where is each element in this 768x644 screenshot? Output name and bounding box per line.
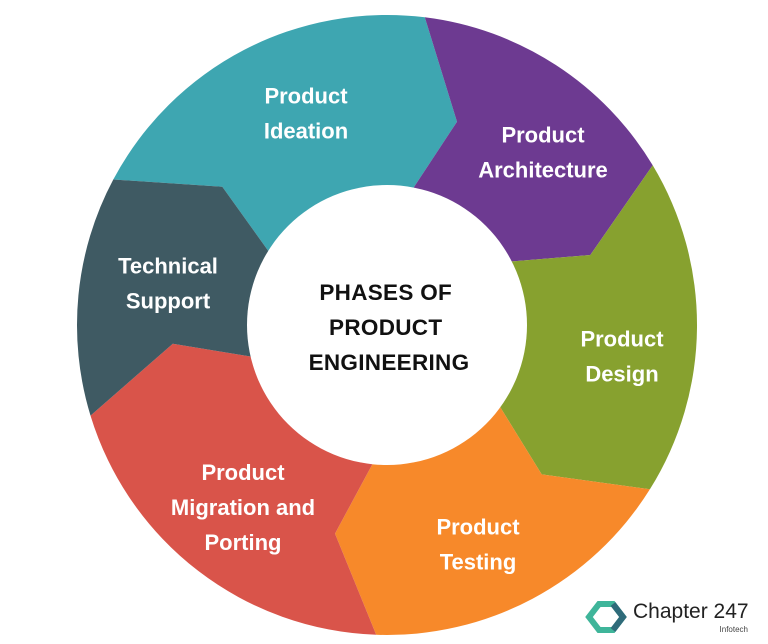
center-title-line-1: PHASES OF	[319, 280, 452, 305]
phase-label-6-line-1: Technical	[118, 254, 218, 279]
phase-label-1-line-1: Product	[264, 84, 348, 109]
phase-label-3-line-1: Product	[580, 327, 664, 352]
phase-label-5: Product Migration and Porting	[171, 460, 315, 555]
chapter247-logo-icon	[585, 601, 627, 633]
phase-segment-6	[76, 179, 281, 416]
center-circle	[247, 185, 527, 465]
phase-label-5-line-2: Migration and	[171, 495, 315, 520]
brand-subtitle: Infotech	[719, 625, 748, 634]
phase-label-3-line-2: Design	[585, 362, 658, 387]
brand-logo: Chapter 247 Infotech	[585, 596, 760, 638]
phase-label-2-line-1: Product	[501, 123, 585, 148]
phase-segment-3	[488, 165, 698, 490]
segment-labels: Product Ideation Product ArchitectureProduc…	[118, 84, 664, 575]
phase-segment-5	[90, 343, 383, 635]
center-title-line-3: ENGINEERING	[309, 350, 470, 375]
phase-label-4-line-1: Product	[436, 515, 520, 540]
center-title-line-2: PRODUCT	[329, 315, 442, 340]
phase-label-4-line-2: Testing	[440, 550, 517, 575]
phase-label-5-line-3: Porting	[205, 530, 282, 555]
phase-segment-2	[401, 17, 653, 264]
phase-label-5-line-1: Product	[201, 460, 285, 485]
phase-label-3: Product Design	[580, 327, 664, 387]
phase-label-2-line-2: Architecture	[478, 158, 608, 183]
phase-label-1-line-2: Ideation	[264, 119, 348, 144]
brand-name: Chapter 247	[633, 600, 749, 623]
phase-label-1: Product Ideation	[264, 84, 348, 144]
phase-label-6: Technical Support	[118, 254, 218, 314]
center-title: PHASES OF PRODUCT ENGINEERING	[309, 280, 470, 375]
phase-label-4: Product Testing	[436, 515, 520, 575]
phase-label-6-line-2: Support	[126, 289, 211, 314]
phase-label-2: Product Architecture	[478, 123, 608, 183]
